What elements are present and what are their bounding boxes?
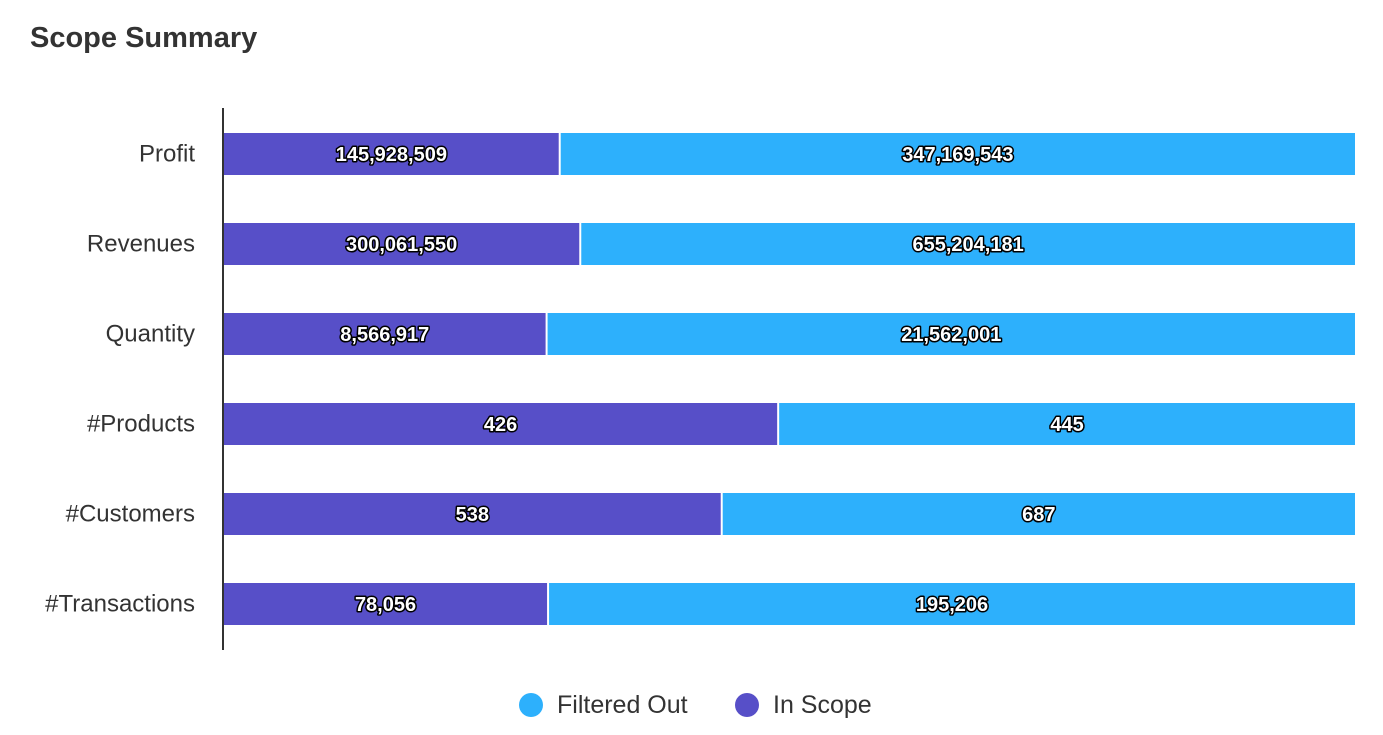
category-label-revenues: Revenues — [87, 231, 195, 258]
value-label-filtered-out-revenues: 655,204,181 — [913, 234, 1024, 256]
value-label-filtered-out-quantity: 21,562,001 — [901, 324, 1001, 346]
bar-filtered-out-products[interactable] — [779, 403, 1355, 445]
bar-filtered-out-profit[interactable] — [560, 133, 1355, 175]
chart-title: Scope Summary — [30, 22, 258, 54]
value-label-filtered-out-profit: 347,169,543 — [902, 144, 1013, 166]
value-label-in-scope-profit: 145,928,509 — [336, 144, 447, 166]
category-label-transactions: #Transactions — [45, 591, 195, 618]
bar-in-scope-profit[interactable] — [224, 133, 559, 175]
value-label-in-scope-revenues: 300,061,550 — [346, 234, 457, 256]
bar-in-scope-customers[interactable] — [224, 493, 721, 535]
category-label-profit: Profit — [139, 141, 195, 168]
category-label-products: #Products — [87, 411, 195, 438]
bar-in-scope-quantity[interactable] — [224, 313, 546, 355]
bar-in-scope-transactions[interactable] — [224, 583, 548, 625]
bars-layer: Profit 145,928,509 347,169,543 Revenues 300,… — [45, 133, 1355, 625]
bar-filtered-out-transactions[interactable] — [549, 583, 1355, 625]
value-label-filtered-out-customers: 687 — [1022, 504, 1055, 526]
bar-filtered-out-quantity[interactable] — [547, 313, 1355, 355]
bar-filtered-out-revenues[interactable] — [581, 223, 1355, 265]
category-label-customers: #Customers — [66, 501, 195, 528]
bar-in-scope-revenues[interactable] — [224, 223, 580, 265]
legend-marker-filtered-out[interactable] — [519, 693, 543, 717]
legend: Filtered Out In Scope — [519, 691, 872, 719]
bar-in-scope-products[interactable] — [224, 403, 778, 445]
value-label-in-scope-customers: 538 — [456, 504, 489, 526]
value-label-in-scope-products: 426 — [484, 414, 517, 436]
legend-label-filtered-out[interactable]: Filtered Out — [557, 691, 688, 719]
value-label-in-scope-transactions: 78,056 — [355, 594, 416, 616]
legend-label-in-scope[interactable]: In Scope — [773, 691, 872, 719]
bar-filtered-out-customers[interactable] — [722, 493, 1355, 535]
legend-marker-in-scope[interactable] — [735, 693, 759, 717]
value-label-filtered-out-transactions: 195,206 — [916, 594, 988, 616]
category-label-quantity: Quantity — [106, 321, 195, 348]
value-label-filtered-out-products: 445 — [1050, 414, 1083, 436]
value-label-in-scope-quantity: 8,566,917 — [340, 324, 429, 346]
